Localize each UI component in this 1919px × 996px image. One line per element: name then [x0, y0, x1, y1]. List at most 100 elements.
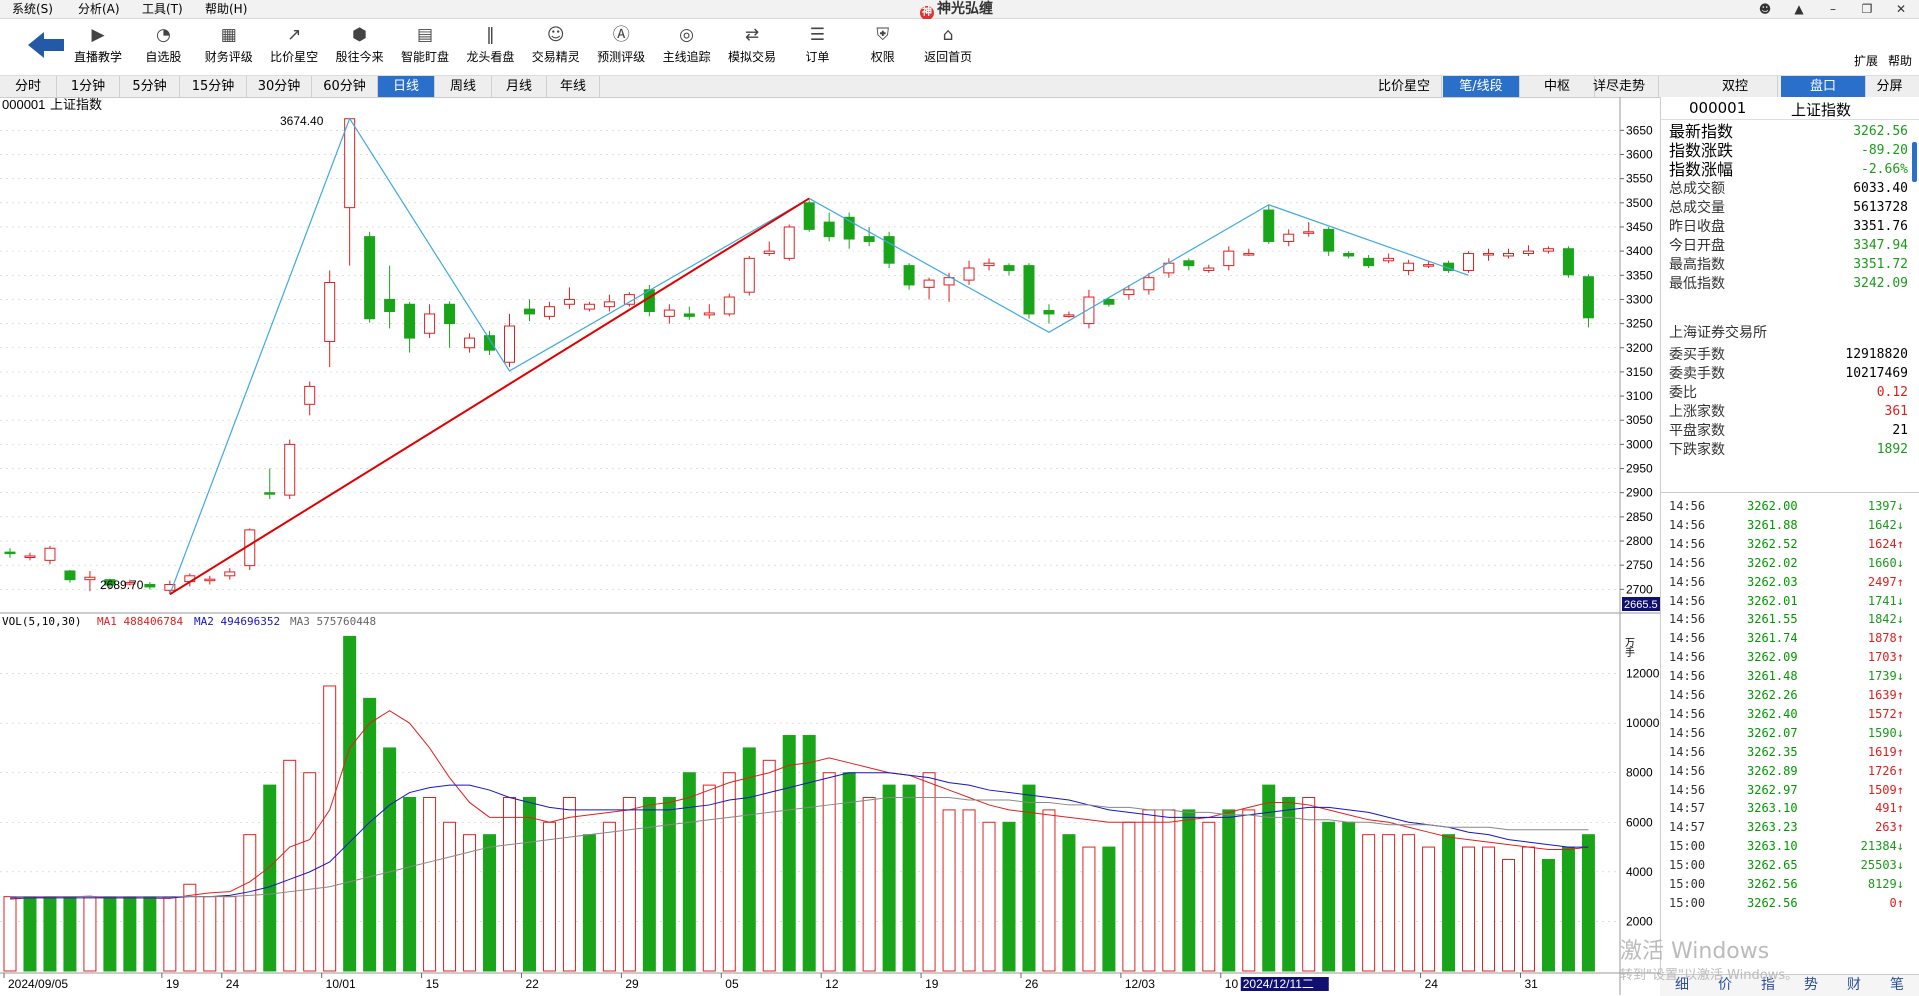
panel-bottom-tab[interactable]: 势 — [1804, 977, 1818, 993]
quote-row: 委卖手数 10217469 — [1669, 363, 1914, 385]
back-arrow-icon[interactable] — [26, 29, 66, 61]
arrow-up-icon: ↑ — [1896, 782, 1904, 797]
date-label: 24 — [1425, 977, 1439, 991]
tick-price: 3263.10 — [1747, 801, 1798, 816]
candle-body — [1323, 228, 1335, 252]
panel-scrollbar[interactable] — [1912, 142, 1917, 182]
restore-icon[interactable]: ❐ — [1861, 2, 1873, 16]
panel-tab[interactable]: 盘口 — [1781, 76, 1866, 97]
candle-body — [523, 308, 535, 315]
tool-button-4[interactable]: ⬢ 殷往今来 — [325, 25, 395, 65]
volume-bar — [1302, 797, 1316, 972]
close-icon[interactable]: ✕ — [1895, 2, 1907, 16]
tool-button-3[interactable]: ↗ 比价星空 — [259, 25, 329, 65]
period-tab[interactable]: 30分钟 — [247, 76, 312, 97]
expand-link[interactable]: 扩展 — [1854, 54, 1879, 68]
period-tab[interactable]: 15分钟 — [180, 76, 247, 97]
volume-bar — [862, 797, 876, 972]
tool-button-7[interactable]: ☺ 交易精灵 — [521, 25, 591, 65]
candle-body — [1103, 298, 1115, 305]
period-tab[interactable]: 60分钟 — [312, 76, 378, 97]
tool-button-2[interactable]: ▦ 财务评级 — [194, 25, 264, 65]
volume-bar — [503, 797, 516, 972]
panel-tab[interactable]: 分屏 — [1860, 76, 1919, 97]
tick-time: 14:57 — [1669, 801, 1706, 816]
tool-button-12[interactable]: ⛨ 权限 — [848, 25, 918, 65]
quote-row-label: 总成交额 — [1669, 181, 1725, 197]
tick-price: 3263.23 — [1747, 820, 1798, 835]
user-icon[interactable]: ☻ — [1758, 2, 1772, 16]
panel-bottom-tab[interactable]: 财 — [1847, 977, 1861, 993]
panel-bottom-tab[interactable]: 笔 — [1890, 977, 1904, 993]
candle-body — [1483, 253, 1495, 256]
arrow-down-icon: ↓ — [1896, 593, 1904, 608]
volume-bar — [1382, 834, 1396, 972]
volume-bar — [443, 821, 457, 972]
view-tab[interactable]: 笔/线段 — [1443, 76, 1520, 97]
tool-button-6[interactable]: ‖ 龙头看盘 — [455, 25, 525, 65]
tick-volume-wrap: 1624↑ — [1868, 535, 1904, 554]
tool-button-10[interactable]: ⇄ 模拟交易 — [717, 25, 787, 65]
tick-row: 14:57 3263.23 263↑ — [1669, 818, 1914, 837]
volume-bar — [163, 896, 177, 972]
volume-bar — [742, 747, 756, 972]
quote-row-value: 10217469 — [1845, 366, 1908, 381]
tool-button-9[interactable]: ◎ 主线追踪 — [652, 25, 722, 65]
candle-body — [1043, 310, 1055, 315]
menu-analysis[interactable]: 分析(A) — [78, 2, 120, 16]
help-link[interactable]: 帮助 — [1888, 54, 1913, 68]
tick-volume: 1739 — [1867, 669, 1897, 684]
period-tab[interactable]: 日线 — [378, 76, 435, 97]
tool-label: 智能盯盘 — [400, 50, 449, 64]
tick-volume-wrap: 1739↓ — [1868, 667, 1904, 686]
tick-row: 15:00 3262.56 0↑ — [1669, 894, 1914, 913]
tool-button-0[interactable]: ▶ 直播教学 — [63, 25, 133, 65]
view-tab[interactable]: 详尽走势 — [1580, 76, 1659, 97]
quote-row: 委买手数 12918820 — [1669, 344, 1914, 366]
view-tab[interactable]: 中枢 — [1520, 76, 1595, 97]
period-tab[interactable]: 1分钟 — [57, 76, 120, 97]
tool-button-8[interactable]: Ⓐ 预测评级 — [586, 25, 656, 65]
tool-label: 比价星空 — [270, 50, 319, 64]
view-tab[interactable]: 比价星空 — [1367, 76, 1442, 97]
minimize-icon[interactable]: – — [1830, 2, 1836, 16]
volume-bar — [183, 883, 197, 972]
panel-tab[interactable]: 双控 — [1693, 76, 1778, 97]
panel-bottom-tab[interactable]: 细 — [1675, 977, 1689, 993]
volume-bar — [403, 797, 417, 972]
shirt-icon[interactable]: ▲ — [1794, 2, 1804, 16]
volume-bar — [1561, 846, 1575, 972]
period-tab[interactable]: 周线 — [435, 76, 492, 97]
candle-body — [344, 118, 356, 209]
volume-bar — [323, 685, 337, 972]
kline-chart[interactable]: 3650 3600 3550 3500 3450 3400 3350 3300 3250 3200… — [0, 97, 1660, 995]
menu-system[interactable]: 系统(S) — [12, 2, 53, 16]
panel-bottom-tab[interactable]: 指 — [1761, 977, 1775, 993]
tool-button-11[interactable]: ☰ 订单 — [782, 25, 852, 65]
menu-tools[interactable]: 工具(T) — [142, 2, 183, 16]
tick-price: 3261.55 — [1747, 612, 1798, 627]
candle-body — [1023, 265, 1035, 315]
tool-button-1[interactable]: ◔ 自选股 — [128, 25, 198, 65]
period-tab[interactable]: 分时 — [0, 76, 57, 97]
tick-price: 3262.02 — [1747, 555, 1798, 570]
period-tab[interactable]: 年线 — [547, 76, 600, 97]
candle-body — [324, 282, 336, 342]
panel-bottom-tab[interactable]: 价 — [1718, 977, 1732, 993]
quote-header: 000001 上证指数 — [1661, 97, 1919, 120]
period-tab[interactable]: 月线 — [492, 76, 547, 97]
tick-volume: 1590 — [1867, 725, 1897, 740]
volume-bar — [1122, 821, 1136, 972]
tick-volume-wrap: 1842↓ — [1868, 610, 1904, 629]
menu-help[interactable]: 帮助(H) — [205, 2, 248, 16]
volume-bar — [1042, 809, 1056, 972]
quote-row-label: 最低指数 — [1669, 276, 1725, 292]
volume-bar — [1182, 809, 1196, 972]
panel-divider — [1661, 492, 1919, 493]
volume-bar — [902, 784, 916, 972]
tool-button-13[interactable]: ⌂ 返回首页 — [913, 25, 983, 65]
period-tab[interactable]: 5分钟 — [120, 76, 180, 97]
tool-button-5[interactable]: ▤ 智能盯盘 — [390, 25, 460, 65]
volume-bar — [1502, 858, 1515, 972]
candle-body — [983, 262, 995, 267]
